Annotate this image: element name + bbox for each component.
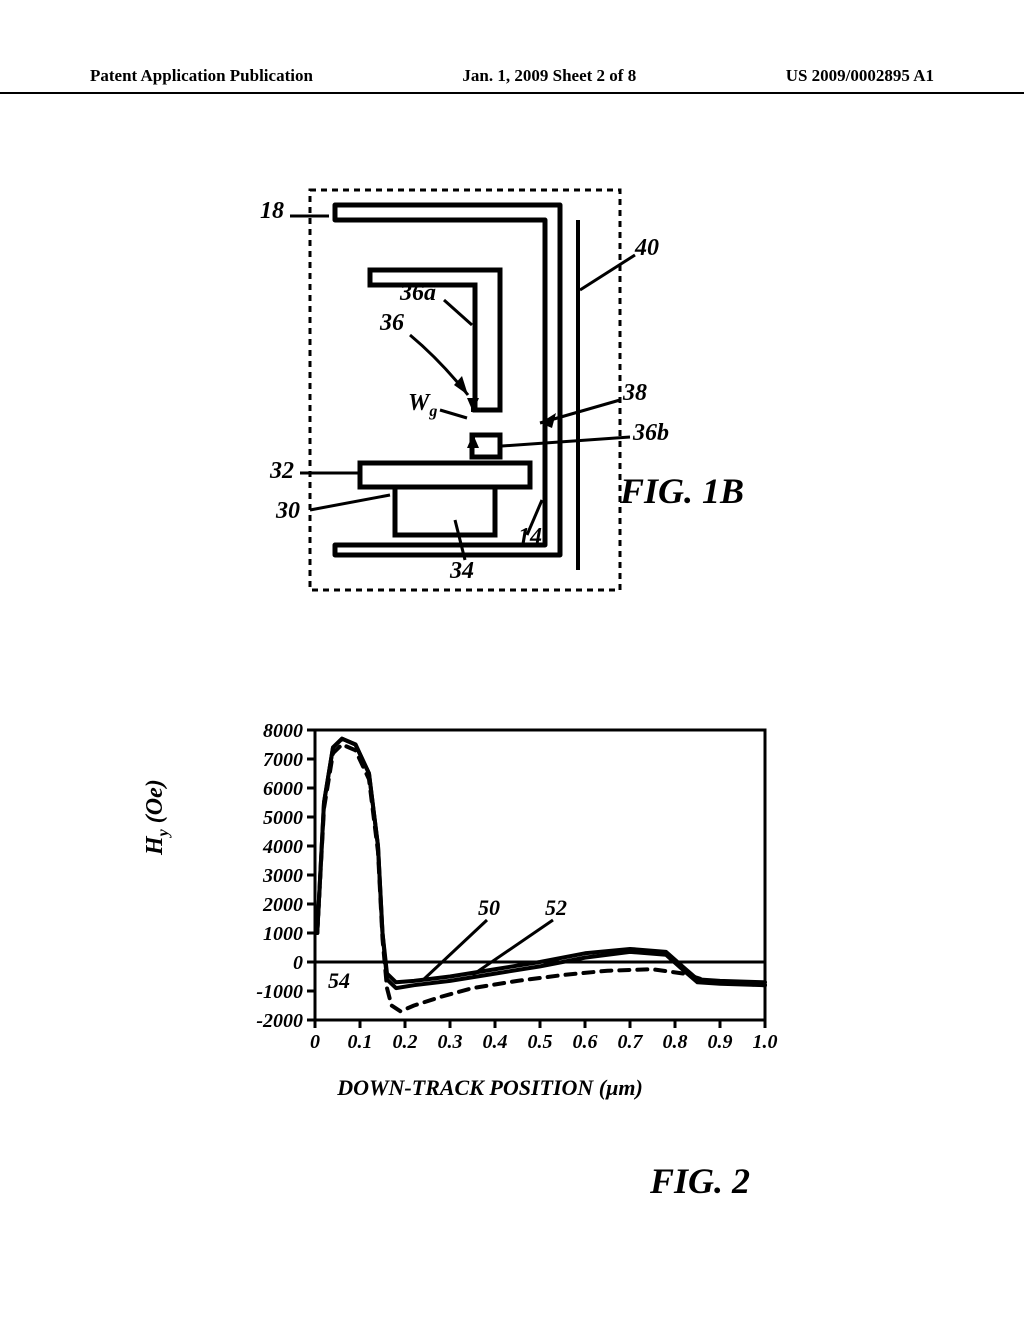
svg-text:-2000: -2000 <box>256 1010 303 1032</box>
svg-text:5000: 5000 <box>263 807 303 829</box>
svg-text:7000: 7000 <box>263 749 303 771</box>
fig2-label: FIG. 2 <box>650 1160 750 1202</box>
svg-text:4000: 4000 <box>262 836 303 858</box>
ref-36a: 36a <box>400 280 436 307</box>
svg-text:0.7: 0.7 <box>618 1031 644 1053</box>
svg-text:8000: 8000 <box>263 720 303 742</box>
ref-18: 18 <box>260 198 284 225</box>
svg-text:1.0: 1.0 <box>753 1031 778 1053</box>
fig1b-svg <box>240 180 750 610</box>
chart-ylabel: Hy (Oe) <box>142 779 173 855</box>
svg-text:-1000: -1000 <box>256 981 303 1003</box>
ref-36: 36 <box>380 310 404 337</box>
ref-36b: 36b <box>633 420 669 447</box>
svg-text:0.5: 0.5 <box>528 1031 553 1053</box>
header-left: Patent Application Publication <box>90 66 313 86</box>
ref-14: 14 <box>518 524 542 551</box>
ref-40: 40 <box>635 235 659 262</box>
page-header: Patent Application Publication Jan. 1, 2… <box>0 66 1024 94</box>
svg-text:0: 0 <box>293 952 303 974</box>
svg-text:0.2: 0.2 <box>393 1031 418 1053</box>
figure-1b: 18 36a 36 40 38 36b 32 30 34 14 Wg <box>240 180 750 610</box>
svg-text:0.8: 0.8 <box>663 1031 688 1053</box>
ref-30: 30 <box>276 498 300 525</box>
header-center: Jan. 1, 2009 Sheet 2 of 8 <box>462 66 636 86</box>
ref-wg: Wg <box>408 390 437 421</box>
svg-text:3000: 3000 <box>262 865 303 887</box>
svg-text:0.9: 0.9 <box>708 1031 733 1053</box>
svg-text:2000: 2000 <box>262 894 303 916</box>
series-label-54: 54 <box>328 968 350 994</box>
header-right: US 2009/0002895 A1 <box>786 66 934 86</box>
ref-34: 34 <box>450 558 474 585</box>
svg-text:0.6: 0.6 <box>573 1031 598 1053</box>
svg-text:0: 0 <box>310 1031 320 1053</box>
svg-text:6000: 6000 <box>263 778 303 800</box>
series-label-52: 52 <box>545 895 567 921</box>
fig1b-label: FIG. 1B <box>620 470 744 512</box>
ref-38: 38 <box>623 380 647 407</box>
svg-text:0.1: 0.1 <box>348 1031 373 1053</box>
svg-text:0.3: 0.3 <box>438 1031 463 1053</box>
svg-text:0.4: 0.4 <box>483 1031 508 1053</box>
ref-32: 32 <box>270 458 294 485</box>
chart-xlabel: DOWN-TRACK POSITION (μm) <box>200 1075 780 1101</box>
series-label-50: 50 <box>478 895 500 921</box>
svg-text:1000: 1000 <box>263 923 303 945</box>
figure-2-chart: 8000 7000 6000 5000 4000 3000 2000 1000 0 -1000 -2… <box>200 720 780 1120</box>
